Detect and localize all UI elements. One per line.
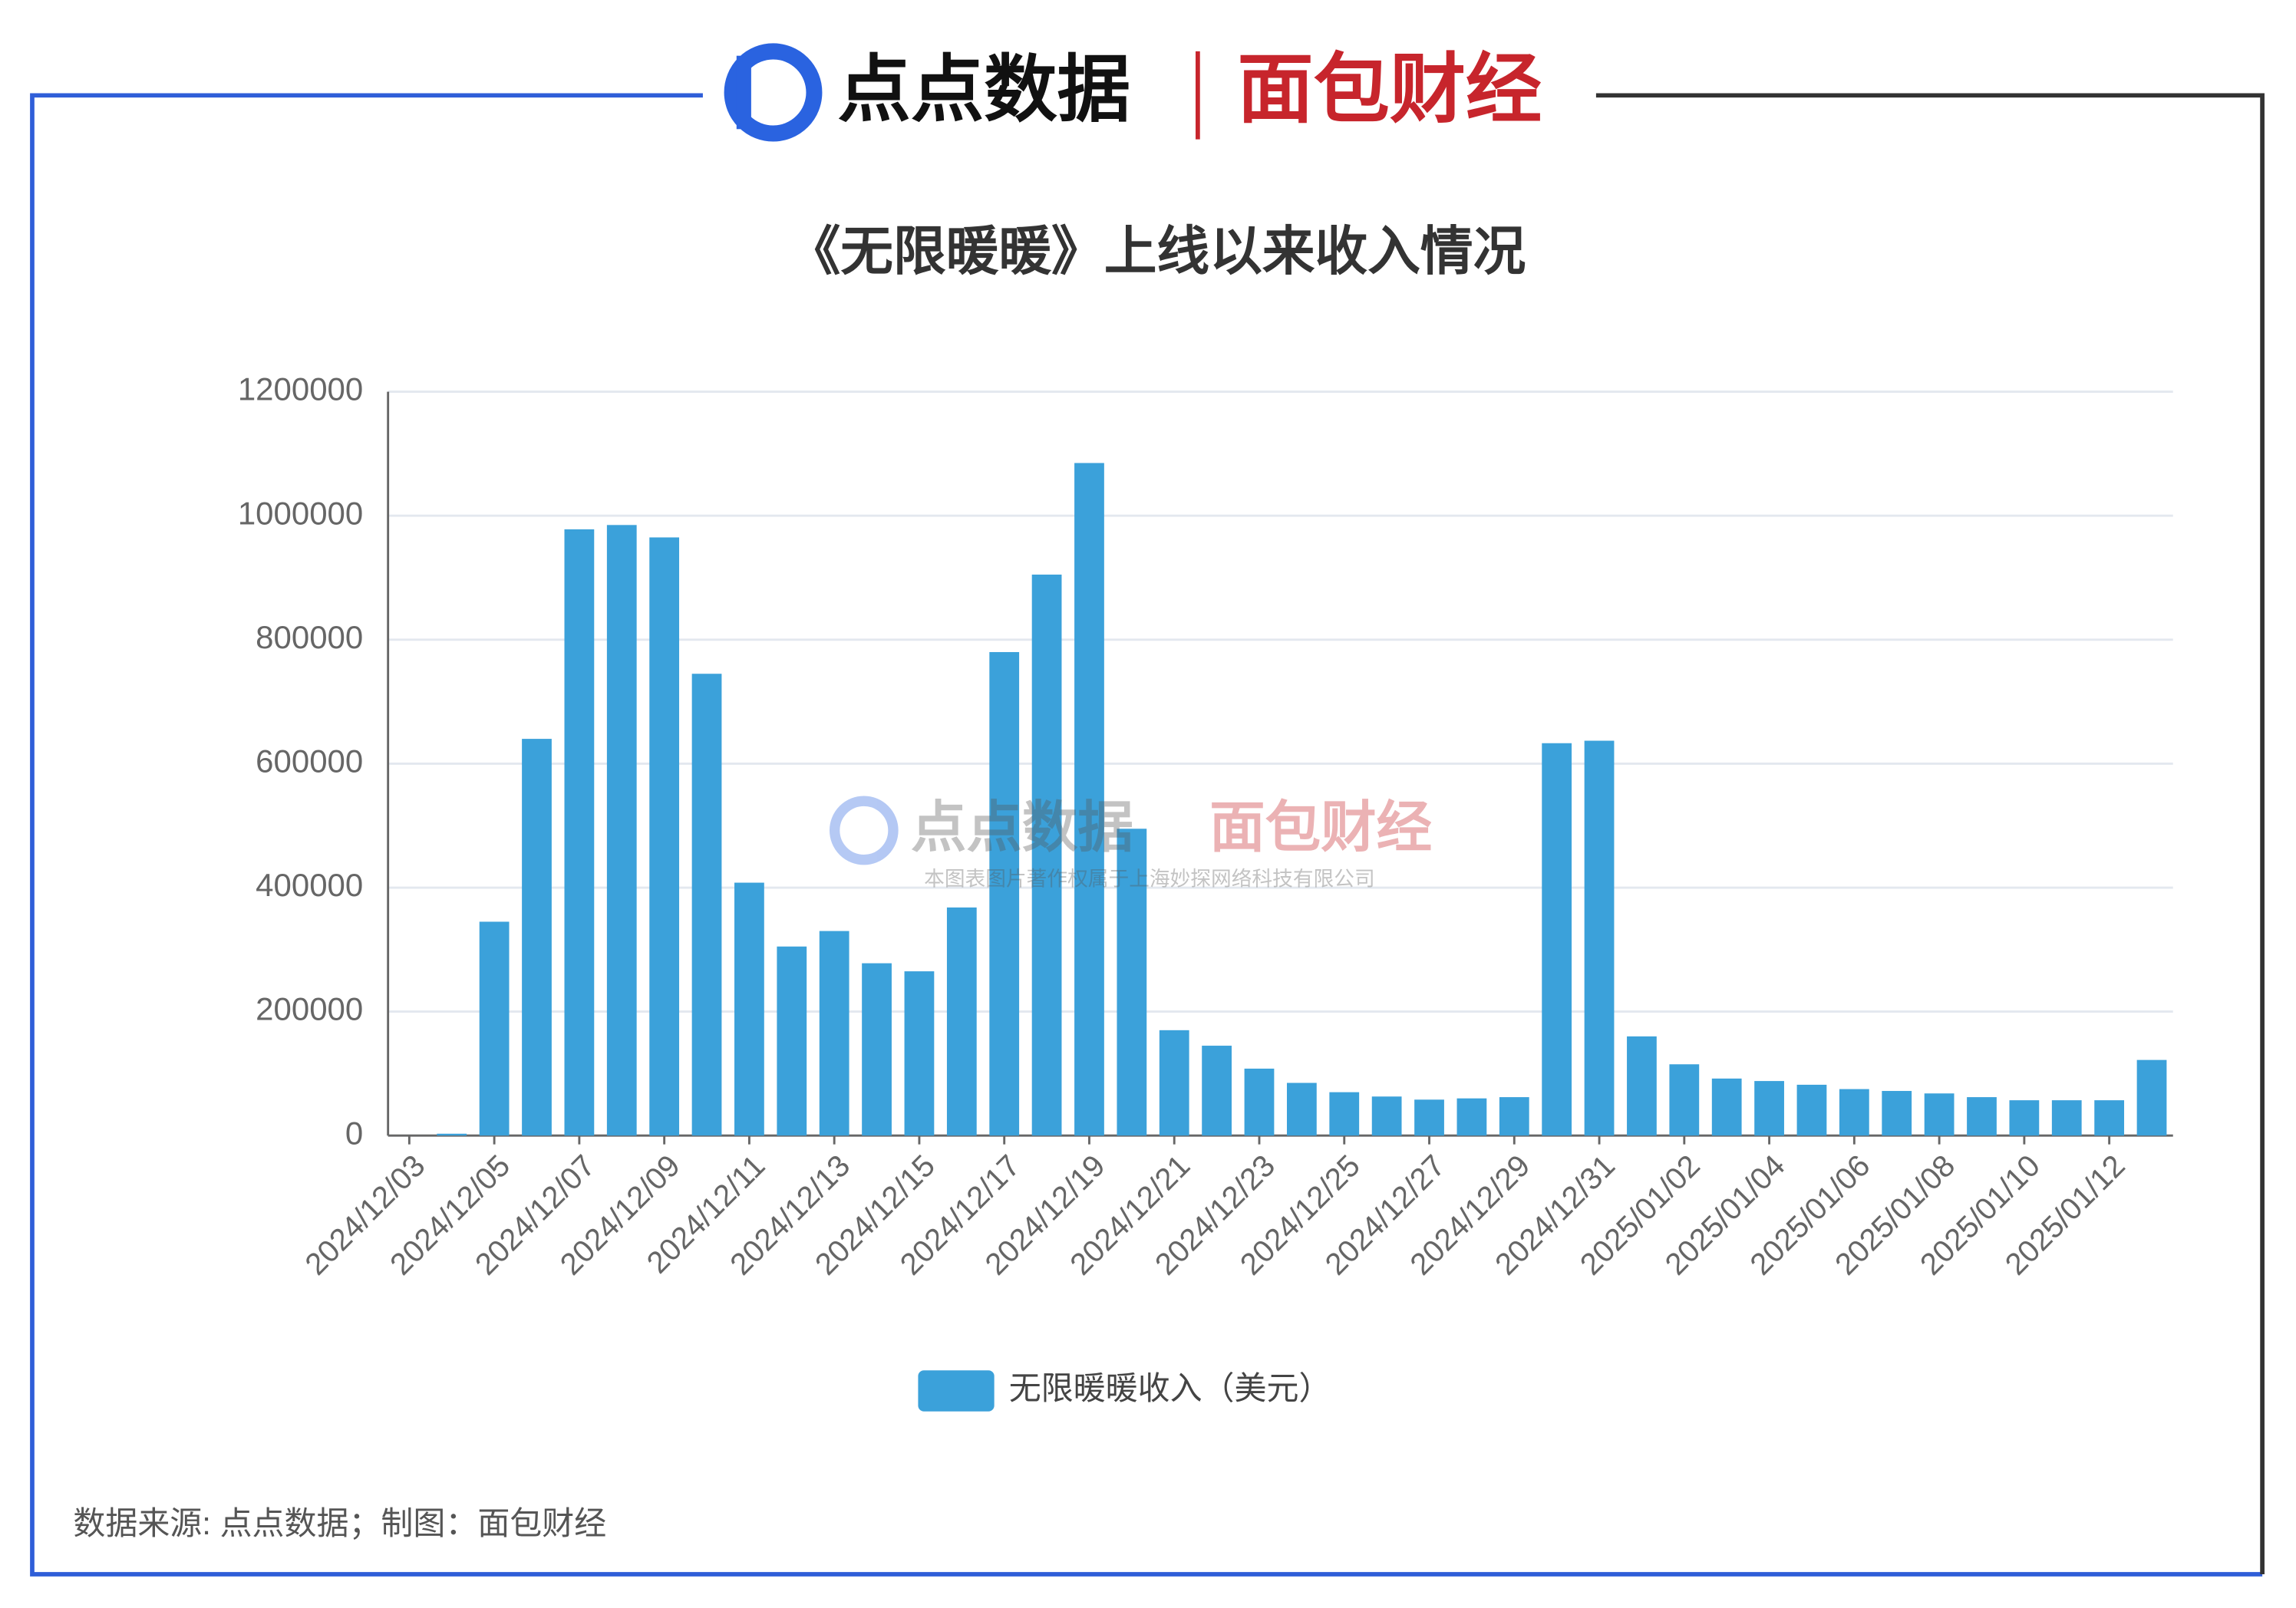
bar [1074,463,1104,1136]
bar [649,537,680,1136]
bar [1414,1099,1444,1136]
bar [734,882,764,1136]
bar [777,946,807,1136]
bar [1584,740,1615,1136]
frame-blue [30,93,2263,1577]
bar [1456,1098,1487,1136]
bar [1924,1093,1955,1136]
bar [1839,1089,1869,1136]
bar [1796,1084,1827,1136]
logo-icon [724,43,823,142]
bar [1159,1030,1189,1136]
bar [1627,1036,1657,1136]
bar [1542,743,1572,1136]
watermark-brand-right: 面包财经 [1209,796,1432,858]
y-tick-label: 200000 [256,991,363,1027]
watermark-icon [829,796,899,865]
legend-label: 无限暖暖收入（美元） [1009,1370,1331,1406]
bar [904,971,935,1136]
source-note: 数据来源: 点点数据；制图：面包财经 [73,1505,606,1541]
bar [1882,1091,1912,1136]
frame [30,93,2265,1577]
frame-dark [1595,93,2265,1575]
bar [522,739,552,1136]
bar [1371,1096,1402,1136]
bar [1711,1078,1742,1136]
bar [1244,1068,1275,1136]
bar [862,963,892,1136]
bar [1329,1092,1360,1136]
brand-right: 面包财经 [1237,47,1542,132]
watermark-brand-left: 点点数据 [911,796,1133,858]
bar [1669,1064,1700,1136]
bar [946,907,977,1136]
bar [1967,1097,1997,1136]
bar [1754,1081,1784,1136]
bar [1202,1046,1232,1136]
bar [606,525,637,1136]
bar [2051,1100,2082,1136]
bar [1499,1097,1529,1136]
bar [2009,1100,2040,1136]
bar [1117,829,1147,1136]
bar [479,921,510,1136]
logo-icon-bar [736,55,751,130]
bar [1031,574,1062,1136]
bar [819,931,849,1136]
bar [989,651,1020,1136]
plot: 0200000400000600000800000100000012000002… [238,371,2173,1412]
y-tick-label: 1000000 [238,495,363,531]
legend-swatch [918,1370,995,1412]
header: 点点数据 面包财经 [724,43,1542,142]
y-tick-label: 1200000 [238,371,363,407]
bar [2136,1059,2167,1136]
bar [1286,1082,1317,1136]
bar [564,529,595,1136]
y-tick-label: 800000 [256,619,363,655]
y-tick-label: 600000 [256,743,363,779]
watermark-notice: 本图表图片著作权属于上海妙探网络科技有限公司 [924,867,1375,890]
watermark: 点点数据 面包财经 本图表图片著作权属于上海妙探网络科技有限公司 [829,796,1432,891]
y-tick-label: 400000 [256,867,363,903]
bar [437,1133,467,1136]
bar [691,674,722,1136]
bar [2094,1100,2125,1136]
chart-title: 《无限暖暖》上线以来收入情况 [788,222,1526,281]
y-tick-label: 0 [345,1115,363,1151]
brand-left: 点点数据 [837,49,1130,130]
